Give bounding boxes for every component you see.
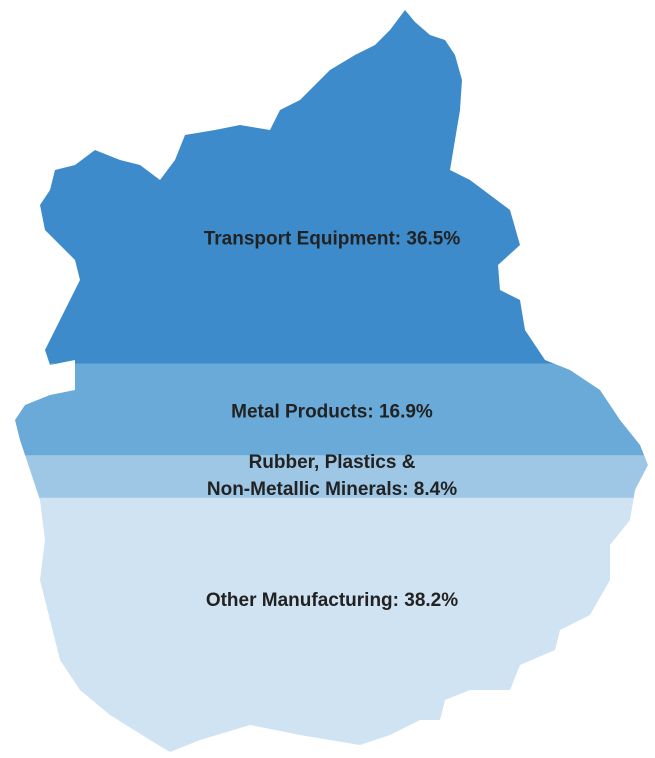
labels: Transport Equipment: 36.5% Metal Products… [204,228,461,611]
band-label: Transport Equipment: 36.5% [204,228,461,249]
band [15,363,648,456]
band-label: Rubber, Plastics & Non-Metallic Minerals:… [207,452,457,500]
band [15,455,648,499]
band-label: Other Manufacturing: 38.2% [206,590,458,611]
band-label: Metal Products: 16.9% [231,402,433,423]
band [15,497,648,752]
band [15,10,648,364]
